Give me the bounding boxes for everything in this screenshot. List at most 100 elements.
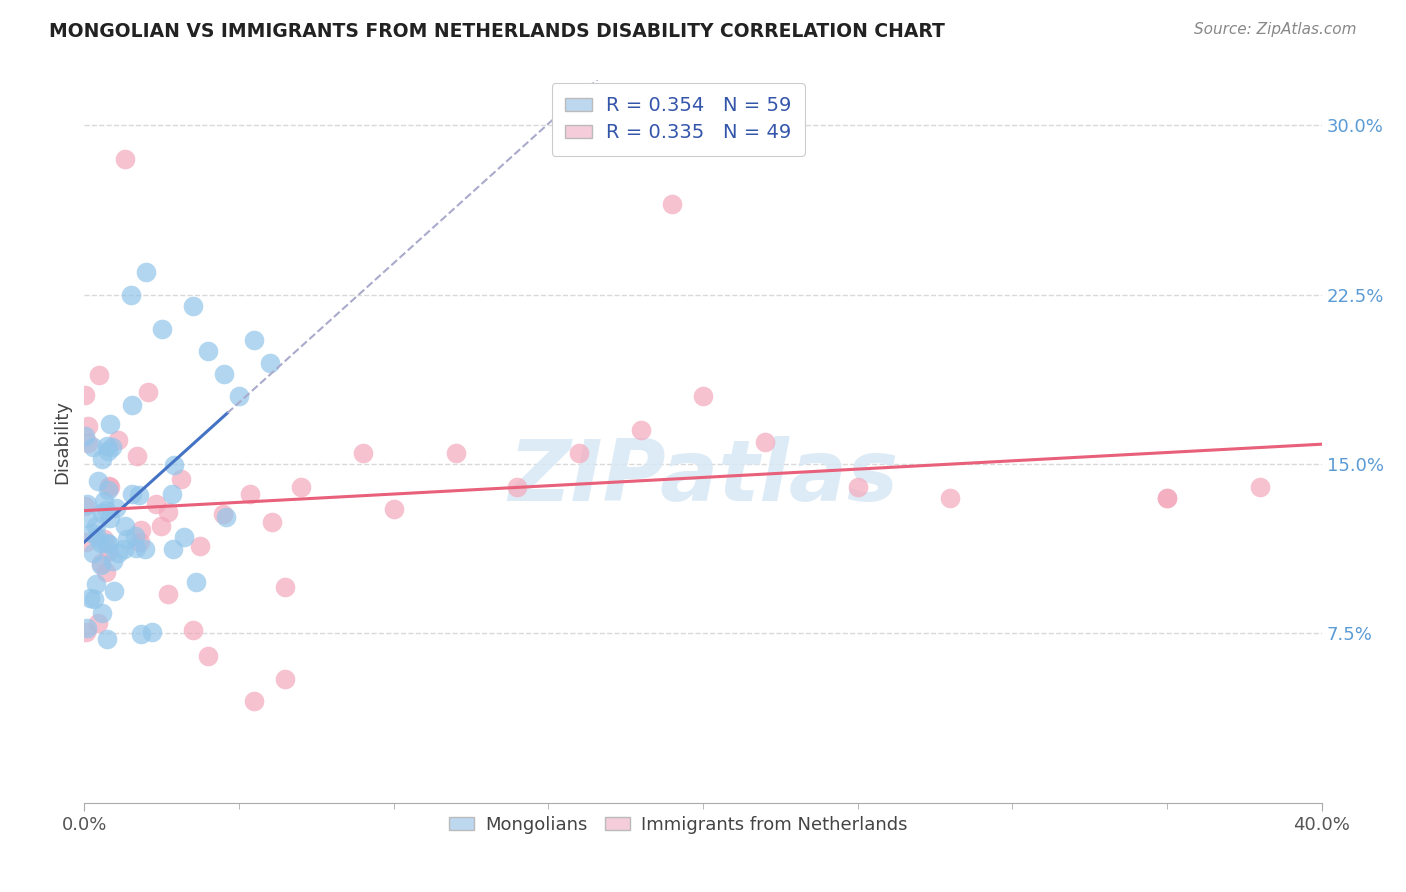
Point: [162, 541, 184, 556]
Point: [84, 519, 107, 533]
Point: [87, 475, 110, 489]
Point: [1156, 491, 1178, 505]
Point: [157, 505, 180, 519]
Point: [73, 499, 96, 513]
Point: [75, 624, 97, 639]
Point: [77, 436, 100, 450]
Point: [89, 558, 111, 573]
Point: [83, 592, 105, 607]
Point: [86, 530, 108, 544]
Point: [228, 389, 250, 403]
Point: [104, 501, 127, 516]
Point: [112, 541, 135, 556]
Point: [93, 533, 115, 547]
Point: [90, 506, 112, 520]
Y-axis label: Disability: Disability: [53, 400, 72, 483]
Point: [506, 480, 529, 494]
Point: [382, 502, 405, 516]
Point: [114, 518, 136, 533]
Point: [98, 510, 121, 524]
Point: [98, 417, 121, 431]
Point: [630, 423, 652, 437]
Point: [939, 491, 962, 505]
Point: [79, 591, 101, 606]
Text: MONGOLIAN VS IMMIGRANTS FROM NETHERLANDS DISABILITY CORRELATION CHART: MONGOLIAN VS IMMIGRANTS FROM NETHERLANDS…: [49, 22, 945, 41]
Point: [243, 694, 266, 708]
Text: Source: ZipAtlas.com: Source: ZipAtlas.com: [1194, 22, 1357, 37]
Point: [125, 449, 148, 463]
Point: [197, 344, 219, 359]
Point: [94, 566, 117, 580]
Point: [444, 446, 467, 460]
Point: [1156, 491, 1178, 505]
Point: [661, 197, 683, 211]
Point: [76, 418, 98, 433]
Point: [141, 625, 163, 640]
Point: [97, 544, 120, 558]
Point: [107, 547, 129, 561]
Point: [181, 299, 204, 313]
Point: [121, 398, 143, 412]
Point: [352, 446, 374, 460]
Point: [135, 265, 157, 279]
Point: [82, 440, 104, 454]
Point: [86, 577, 108, 591]
Point: [124, 529, 146, 543]
Point: [754, 434, 776, 449]
Point: [162, 486, 184, 500]
Point: [93, 494, 115, 508]
Point: [101, 554, 124, 568]
Point: [173, 531, 195, 545]
Point: [120, 287, 142, 301]
Point: [129, 626, 152, 640]
Point: [89, 368, 111, 382]
Point: [107, 433, 129, 447]
Point: [97, 483, 120, 498]
Point: [212, 507, 235, 521]
Point: [76, 621, 98, 635]
Point: [134, 542, 156, 557]
Point: [568, 446, 591, 460]
Point: [90, 535, 112, 549]
Point: [90, 451, 112, 466]
Point: [91, 606, 114, 620]
Point: [197, 648, 219, 663]
Point: [149, 519, 172, 533]
Point: [846, 480, 869, 494]
Point: [97, 443, 120, 458]
Point: [128, 535, 150, 549]
Point: [274, 672, 297, 686]
Point: [212, 367, 235, 381]
Point: [128, 488, 150, 502]
Point: [73, 388, 96, 402]
Point: [90, 556, 112, 570]
Point: [114, 153, 136, 167]
Point: [98, 537, 121, 551]
Point: [96, 438, 118, 452]
Point: [181, 623, 204, 637]
Point: [259, 355, 281, 369]
Point: [94, 503, 117, 517]
Point: [80, 525, 103, 540]
Point: [115, 533, 138, 547]
Point: [76, 497, 98, 511]
Point: [131, 524, 153, 538]
Point: [101, 440, 124, 454]
Point: [692, 389, 714, 403]
Point: [156, 587, 179, 601]
Point: [162, 458, 184, 472]
Point: [170, 473, 193, 487]
Point: [136, 385, 159, 400]
Point: [150, 321, 173, 335]
Point: [243, 333, 266, 347]
Point: [98, 480, 121, 494]
Point: [82, 546, 104, 560]
Point: [75, 535, 97, 549]
Point: [1249, 480, 1271, 494]
Point: [121, 487, 143, 501]
Point: [262, 516, 284, 530]
Point: [273, 580, 295, 594]
Point: [290, 480, 312, 494]
Point: [87, 615, 110, 630]
Point: [125, 541, 148, 555]
